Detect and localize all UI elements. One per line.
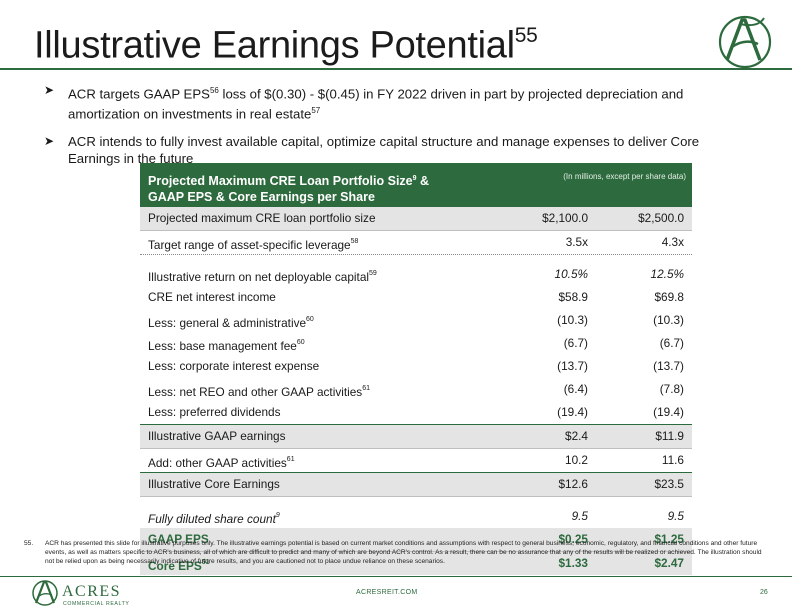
table-row: Illustrative GAAP earnings $2.4 $11.9 bbox=[140, 425, 692, 449]
acres-logo-icon bbox=[718, 15, 772, 69]
table-spacer bbox=[140, 497, 692, 505]
table-row: Less: corporate interest expense (13.7) (1… bbox=[148, 359, 684, 373]
table-row: Target range of asset-specific leverage5… bbox=[140, 231, 692, 255]
table-row: Projected maximum CRE loan portfolio siz… bbox=[140, 207, 692, 231]
bullet-item: ➤ ACR intends to fully invest available … bbox=[44, 133, 700, 166]
table-units-note: (In millions, except per share data) bbox=[563, 172, 686, 181]
table-row: CRE net interest income $58.9 $69.8 bbox=[148, 290, 684, 304]
table-row: Illustrative Core Earnings $12.6 $23.5 bbox=[140, 473, 692, 497]
table-row: Less: preferred dividends (19.4) (19.4) bbox=[140, 401, 692, 425]
table-header: Projected Maximum CRE Loan Portfolio Siz… bbox=[140, 163, 692, 207]
footer-divider bbox=[0, 576, 792, 577]
table-row: Less: base management fee60 (6.7) (6.7) bbox=[148, 336, 684, 353]
table-row: Fully diluted share count9 9.5 9.5 bbox=[148, 509, 684, 526]
footer-url-link[interactable]: ACRESREIT.COM bbox=[356, 589, 418, 596]
earnings-table: Projected Maximum CRE Loan Portfolio Siz… bbox=[140, 163, 692, 575]
bullet-item: ➤ ACR targets GAAP EPS56 loss of $(0.30)… bbox=[44, 83, 684, 122]
arrow-bullet-icon: ➤ bbox=[44, 83, 55, 97]
footnote: 55. ACR has presented this slide for ill… bbox=[24, 540, 762, 565]
svg-text:COMMERCIAL REALTY: COMMERCIAL REALTY bbox=[63, 601, 129, 607]
page-title: Illustrative Earnings Potential55 bbox=[34, 24, 538, 67]
arrow-bullet-icon: ➤ bbox=[44, 133, 55, 148]
svg-text:ACRES: ACRES bbox=[62, 583, 121, 600]
table-header-title: Projected Maximum CRE Loan Portfolio Siz… bbox=[148, 174, 430, 205]
table-row: Less: general & administrative60 (10.3) (1… bbox=[148, 313, 684, 330]
table-row: Core EPS51 $1.33 $2.47 bbox=[140, 552, 692, 575]
bullet-list: ➤ ACR targets GAAP EPS56 loss of $(0.30)… bbox=[44, 82, 744, 177]
table-row: Less: net REO and other GAAP activities6… bbox=[148, 382, 684, 399]
page-number: 26 bbox=[760, 589, 768, 596]
table-row: GAAP EPS $0.25 $1.25 bbox=[140, 528, 692, 552]
table-row: Illustrative return on net deployable ca… bbox=[148, 267, 684, 284]
acres-commercial-realty-logo-icon: ACRES COMMERCIAL REALTY bbox=[32, 580, 129, 607]
table-row: Add: other GAAP activities61 10.2 11.6 bbox=[140, 449, 692, 473]
header-divider bbox=[0, 68, 792, 70]
